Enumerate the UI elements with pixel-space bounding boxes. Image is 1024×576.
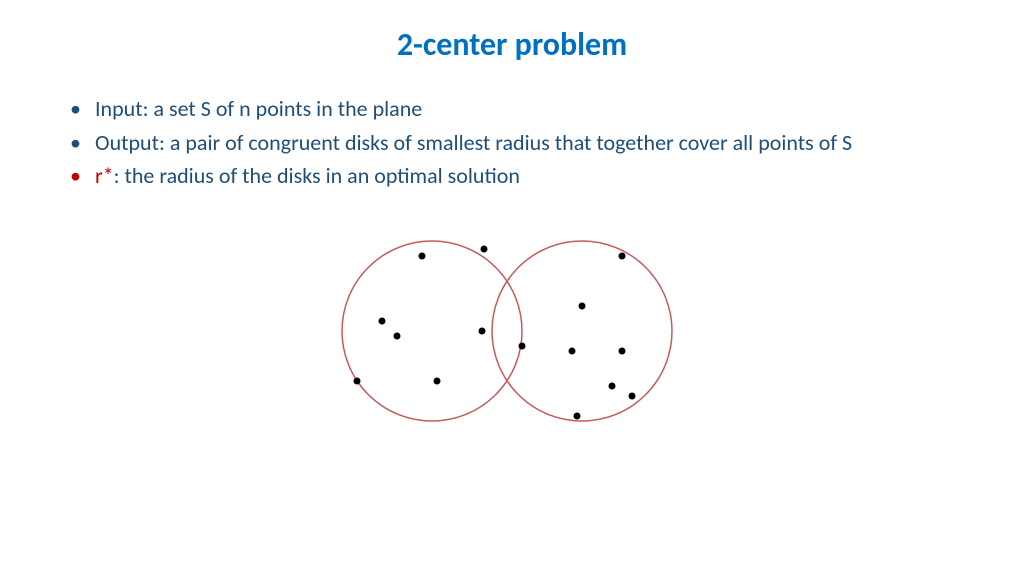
data-point (619, 253, 626, 260)
data-point (394, 333, 401, 340)
data-point (609, 383, 616, 390)
data-point (379, 318, 386, 325)
data-point (434, 378, 441, 385)
bullet-text: : the radius of the disks in an optimal … (114, 162, 520, 189)
points-group (354, 246, 636, 420)
data-point (629, 393, 636, 400)
data-point (574, 413, 581, 420)
diagram-area (50, 211, 974, 491)
bullet-text: Input: a set S of n points in the plane (95, 95, 422, 122)
data-point (619, 348, 626, 355)
bullet-prefix: r* (95, 162, 114, 189)
disk-circle (492, 241, 672, 421)
data-point (354, 378, 361, 385)
data-point (419, 253, 426, 260)
data-point (579, 303, 586, 310)
page-title: 2-center problem (50, 25, 974, 64)
bullet-item: Input: a set S of n points in the plane (70, 94, 974, 124)
bullet-item: Output: a pair of congruent disks of sma… (70, 128, 974, 158)
bullet-item: r*: the radius of the disks in an optima… (70, 161, 974, 191)
data-point (519, 343, 526, 350)
circles-group (342, 241, 672, 421)
bullet-list: Input: a set S of n points in the plane … (50, 94, 974, 191)
two-circles-diagram (322, 221, 702, 441)
data-point (569, 348, 576, 355)
disk-circle (342, 241, 522, 421)
data-point (479, 328, 486, 335)
bullet-text: Output: a pair of congruent disks of sma… (95, 129, 852, 156)
data-point (481, 246, 488, 253)
